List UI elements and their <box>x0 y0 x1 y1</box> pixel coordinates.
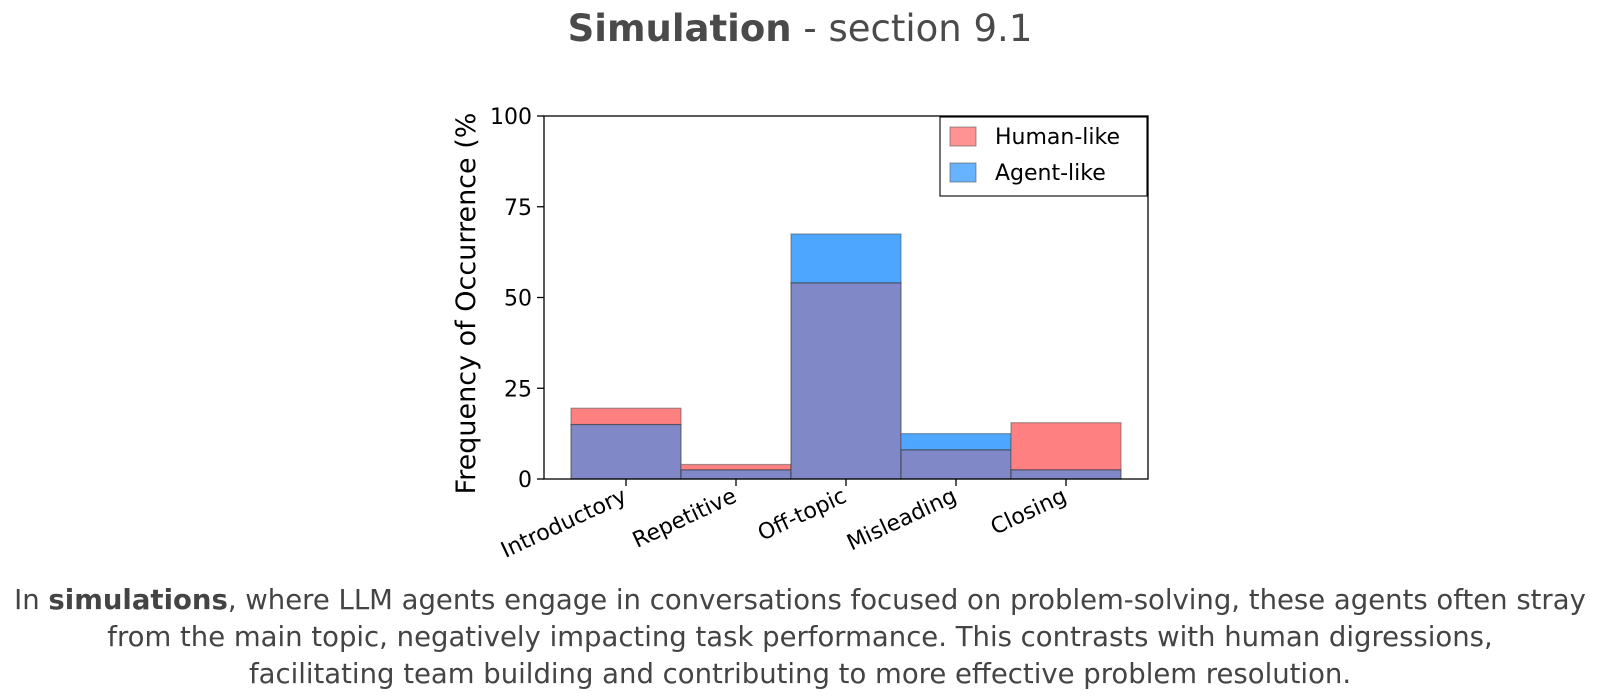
bar-agent-like-misleading <box>900 433 1012 451</box>
legend-label-human-like: Human-like <box>995 125 1120 150</box>
caption-line-2: from the main topic, negatively impactin… <box>107 621 1493 653</box>
bar-human-like-introductory <box>570 407 682 426</box>
x-tick-label: Introductory <box>497 484 630 564</box>
page-title: Simulation - section 9.1 <box>0 4 1600 54</box>
bar-human-like-repetitive <box>680 463 792 471</box>
caption-line-3: facilitating team building and contribut… <box>248 658 1352 690</box>
y-tick-label: 0 <box>518 468 532 493</box>
y-tick-label: 25 <box>504 377 532 402</box>
x-tick-label: Misleading <box>843 484 960 556</box>
caption-line-1: In simulations, where LLM agents engage … <box>14 584 1586 616</box>
y-axis-label: Frequency of Occurrence (% <box>451 113 482 495</box>
page-title-bold: Simulation <box>567 7 792 50</box>
bar-overlap-misleading <box>900 449 1012 480</box>
y-tick-label: 50 <box>504 287 532 312</box>
x-tick-label: Off-topic <box>754 484 850 547</box>
bar-human-like-closing <box>1010 422 1122 471</box>
x-tick-label: Closing <box>987 484 1070 541</box>
bar-overlap-repetitive <box>680 469 792 480</box>
y-tick-label: 75 <box>504 196 532 221</box>
y-tick-label: 100 <box>490 105 532 130</box>
bar-overlap-closing <box>1010 469 1122 480</box>
bar-overlap-off-topic <box>790 282 902 480</box>
legend-label-agent-like: Agent-like <box>995 161 1106 186</box>
legend-swatch-agent-like <box>949 162 977 183</box>
caption-keyword: simulations <box>48 584 228 616</box>
x-tick-label: Repetitive <box>629 484 741 554</box>
bar-agent-like-off-topic <box>790 233 902 284</box>
bar-overlap-introductory <box>570 423 682 480</box>
caption: In simulations, where LLM agents engage … <box>0 582 1600 693</box>
legend-swatch-human-like <box>949 126 977 147</box>
page-title-rest: - section 9.1 <box>791 7 1033 50</box>
